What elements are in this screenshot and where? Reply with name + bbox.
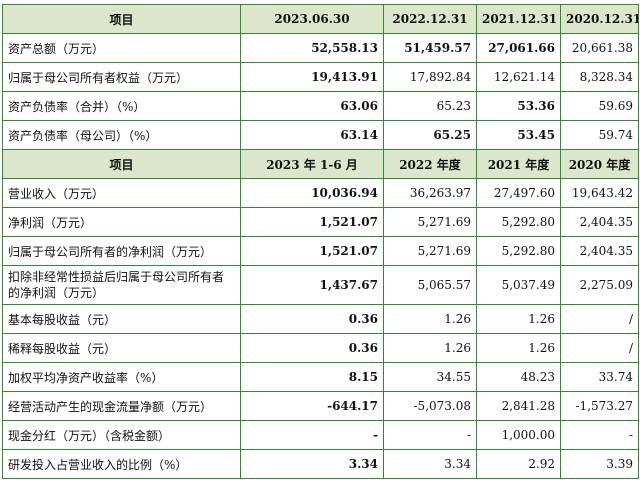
value-cell: 1.26 xyxy=(476,304,561,334)
table-row: 稀释每股收益（元） 0.36 1.26 1.26/ xyxy=(2,333,639,363)
header-label-cell: 项目 xyxy=(2,149,241,179)
value-cell: 1,521.07 xyxy=(240,236,384,266)
value-cell: 1,000.00 xyxy=(476,420,561,450)
row-label: 资产负债率（合并）（%） xyxy=(2,91,241,121)
value-cell: 20,661.38 xyxy=(560,33,639,63)
table-row: 加权平均净资产收益率（%） 8.15 34.55 48.23 33.74 xyxy=(2,362,639,392)
value-cell: 51,459.57 xyxy=(383,33,477,63)
value-cell: 5,292.80 xyxy=(476,207,561,237)
value-cell: 2,841.28 xyxy=(476,391,561,421)
value-cell: 2,404.35 xyxy=(560,207,639,237)
value-cell: / xyxy=(560,333,639,363)
header-period-cell: 2023 年 1-6 月 xyxy=(240,149,384,179)
header-period-cell: 2022.12.31 xyxy=(383,4,477,34)
header-period-cell: 2021 年度 xyxy=(476,149,561,179)
value-cell: / xyxy=(560,304,639,334)
value-cell: 3.39 xyxy=(560,449,639,479)
row-label: 资产总额（万元） xyxy=(2,33,241,63)
value-cell: 2.92 xyxy=(476,449,561,479)
row-label: 归属于母公司所有者权益（万元） xyxy=(2,62,241,92)
row-label: 营业收入（万元） xyxy=(2,178,241,208)
value-cell: 1.26 xyxy=(476,333,561,363)
value-cell: - xyxy=(560,420,639,450)
row-label: 经营活动产生的现金流量净额（万元） xyxy=(2,391,241,421)
value-cell: 65.25 xyxy=(383,120,477,150)
value-cell: 59.74 xyxy=(560,120,639,150)
table-row: 扣除非经常性损益后归属于母公司所有者的净利润（万元） 1,437.67 5,065.… xyxy=(2,265,639,305)
row-label: 现金分红（万元）（含税金额） xyxy=(2,420,241,450)
row-label: 加权平均净资产收益率（%） xyxy=(2,362,241,392)
table-row: 资产总额（万元） 52,558.13 51,459.57 27,061.66 20,66… xyxy=(2,33,639,63)
value-cell: 1,437.67 xyxy=(240,265,384,305)
value-cell: 17,892.84 xyxy=(383,62,477,92)
value-cell: 59.69 xyxy=(560,91,639,121)
row-label: 稀释每股收益（元） xyxy=(2,333,241,363)
row-label: 资产负债率（母公司）（%） xyxy=(2,120,241,150)
header-period-cell: 2020.12.31 xyxy=(560,4,639,34)
header-period-cell: 2022 年度 xyxy=(383,149,477,179)
row-label: 归属于母公司所有者的净利润（万元） xyxy=(2,236,241,266)
table-row: 研发投入占营业收入的比例（%） 3.34 3.34 2.92 3.39 xyxy=(2,449,639,479)
value-cell: 2,404.35 xyxy=(560,236,639,266)
value-cell: -644.17 xyxy=(240,391,384,421)
value-cell: 12,621.14 xyxy=(476,62,561,92)
value-cell: 34.55 xyxy=(383,362,477,392)
value-cell: 19,413.91 xyxy=(240,62,384,92)
table-row: 现金分红（万元）（含税金额） - -1,000.00- xyxy=(2,420,639,450)
table-row: 营业收入（万元） 10,036.94 36,263.97 27,497.60 19,64… xyxy=(2,178,639,208)
value-cell: 36,263.97 xyxy=(383,178,477,208)
value-cell: 33.74 xyxy=(560,362,639,392)
value-cell: 8,328.34 xyxy=(560,62,639,92)
value-cell: 0.36 xyxy=(240,333,384,363)
value-cell: 5,037.49 xyxy=(476,265,561,305)
value-cell: 8.15 xyxy=(240,362,384,392)
value-cell: 53.36 xyxy=(476,91,561,121)
value-cell: 48.23 xyxy=(476,362,561,392)
income-header-row: 项目 2023 年 1-6 月 2022 年度 2021 年度 2020 年度 xyxy=(2,149,639,179)
value-cell: 63.14 xyxy=(240,120,384,150)
value-cell: 5,271.69 xyxy=(383,207,477,237)
value-cell: 5,292.80 xyxy=(476,236,561,266)
value-cell: 1.26 xyxy=(383,333,477,363)
value-cell: -5,073.08 xyxy=(383,391,477,421)
value-cell: - xyxy=(383,420,477,450)
table-row: 资产负债率（母公司）（%） 63.14 65.25 53.45 59.74 xyxy=(2,120,639,150)
value-cell: 63.06 xyxy=(240,91,384,121)
value-cell: 53.45 xyxy=(476,120,561,150)
value-cell: 65.23 xyxy=(383,91,477,121)
row-label: 研发投入占营业收入的比例（%） xyxy=(2,449,241,479)
value-cell: 52,558.13 xyxy=(240,33,384,63)
table-row: 基本每股收益（元） 0.36 1.26 1.26/ xyxy=(2,304,639,334)
table-row: 归属于母公司所有者权益（万元） 19,413.91 17,892.84 12,621.… xyxy=(2,62,639,92)
financial-summary-table: 项目 2023.06.30 2022.12.31 2021.12.31 2020.12.… xyxy=(2,4,639,479)
value-cell: 1,521.07 xyxy=(240,207,384,237)
value-cell: 27,061.66 xyxy=(476,33,561,63)
value-cell: 3.34 xyxy=(383,449,477,479)
value-cell: 2,275.09 xyxy=(560,265,639,305)
header-period-cell: 2020 年度 xyxy=(560,149,639,179)
row-label: 基本每股收益（元） xyxy=(2,304,241,334)
value-cell: - xyxy=(240,420,384,450)
balance-header-row: 项目 2023.06.30 2022.12.31 2021.12.31 2020.12.… xyxy=(2,4,639,34)
table-row: 资产负债率（合并）（%） 63.06 65.23 53.36 59.69 xyxy=(2,91,639,121)
value-cell: 3.34 xyxy=(240,449,384,479)
value-cell: -1,573.27 xyxy=(560,391,639,421)
header-period-cell: 2021.12.31 xyxy=(476,4,561,34)
header-period-cell: 2023.06.30 xyxy=(240,4,384,34)
value-cell: 19,643.42 xyxy=(560,178,639,208)
table-row: 归属于母公司所有者的净利润（万元） 1,521.07 5,271.69 5,292.8… xyxy=(2,236,639,266)
header-label-cell: 项目 xyxy=(2,4,241,34)
row-label: 扣除非经常性损益后归属于母公司所有者的净利润（万元） xyxy=(2,265,241,305)
value-cell: 1.26 xyxy=(383,304,477,334)
table-row: 经营活动产生的现金流量净额（万元） -644.17 -5,073.08 2,841.2… xyxy=(2,391,639,421)
value-cell: 5,271.69 xyxy=(383,236,477,266)
row-label: 净利润（万元） xyxy=(2,207,241,237)
table-row: 净利润（万元） 1,521.07 5,271.69 5,292.80 2,404.35 xyxy=(2,207,639,237)
value-cell: 27,497.60 xyxy=(476,178,561,208)
value-cell: 10,036.94 xyxy=(240,178,384,208)
value-cell: 0.36 xyxy=(240,304,384,334)
value-cell: 5,065.57 xyxy=(383,265,477,305)
